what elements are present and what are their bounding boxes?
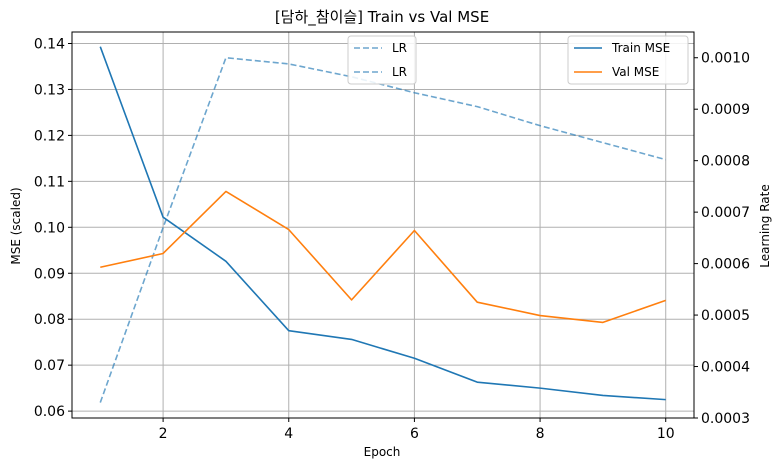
y2-tick-label: 0.0003 — [701, 411, 750, 427]
y-tick-label: 0.13 — [34, 82, 65, 98]
legend-label: Val MSE — [612, 65, 659, 79]
y2-tick-label: 0.0006 — [701, 257, 750, 273]
legend-label: LR — [392, 41, 407, 55]
series-line-train-mse — [99, 46, 666, 401]
y2-tick-label: 0.0008 — [701, 154, 750, 170]
series-layer — [99, 46, 666, 403]
x-ticks: 2 4 6 8 10 — [159, 418, 675, 442]
legend-label: LR — [392, 65, 407, 79]
chart-title: [담하_참이슬] Train vs Val MSE — [275, 8, 489, 27]
y2-tick-label: 0.0005 — [701, 308, 750, 324]
series-line-val-mse — [100, 190, 666, 324]
x-tick-label: 8 — [536, 426, 545, 442]
y2-tick-label: 0.0009 — [701, 102, 750, 118]
legend-upper-center: LR LR — [347, 35, 417, 85]
y-axis-label: MSE (scaled) — [9, 187, 23, 264]
y-tick-label: 0.09 — [34, 266, 65, 282]
y-tick-label: 0.14 — [34, 36, 65, 52]
x-tick-label: 10 — [657, 426, 675, 442]
y2-axis-label: Learning Rate — [758, 184, 772, 267]
x-tick-label: 2 — [159, 426, 168, 442]
y-tick-label: 0.06 — [34, 404, 65, 420]
y2-ticks: 0.0003 0.0004 0.0005 0.0006 0.0007 0.0008 0.00… — [694, 51, 750, 427]
series-line-lr — [99, 56, 666, 403]
y-tick-label: 0.10 — [34, 220, 65, 236]
y2-tick-label: 0.0010 — [701, 51, 750, 67]
plot-frame — [71, 31, 695, 419]
x-tick-label: 6 — [410, 426, 419, 442]
y-tick-label: 0.11 — [34, 174, 65, 190]
x-tick-label: 4 — [284, 426, 293, 442]
y-ticks: 0.06 0.07 0.08 0.09 0.10 0.11 0.12 0.13 0.14 — [34, 36, 72, 420]
y-tick-label: 0.07 — [34, 358, 65, 374]
y-tick-label: 0.08 — [34, 312, 65, 328]
y2-tick-label: 0.0004 — [701, 360, 750, 376]
x-axis-label: Epoch — [364, 445, 401, 459]
y-tick-label: 0.12 — [34, 128, 65, 144]
legend-upper-right: Train MSE Val MSE — [567, 35, 689, 85]
legends: LR LR Train MSE Val MSE — [347, 35, 689, 85]
legend-label: Train MSE — [611, 41, 670, 55]
y2-tick-label: 0.0007 — [701, 205, 750, 221]
